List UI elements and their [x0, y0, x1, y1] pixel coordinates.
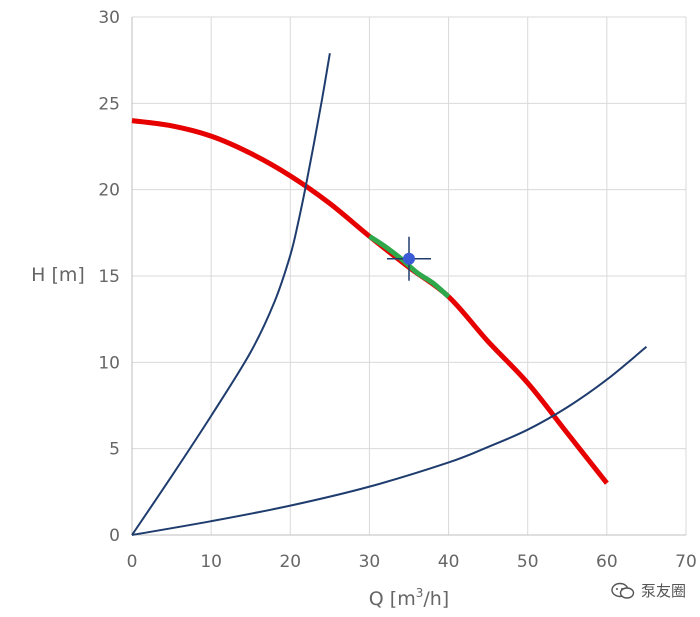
y-tick-label: 20 — [98, 181, 120, 201]
watermark: 泵友圈 — [611, 580, 686, 601]
watermark-text: 泵友圈 — [640, 582, 686, 600]
y-axis-label: H [m] — [31, 264, 85, 286]
x-tick-label: 70 — [675, 552, 697, 572]
x-tick-label: 0 — [127, 552, 138, 572]
x-tick-label: 20 — [279, 552, 301, 572]
x-tick-label: 50 — [517, 552, 539, 572]
x-tick-label: 10 — [200, 552, 222, 572]
y-tick-label: 0 — [109, 526, 120, 546]
x-axis-label-main: Q [m — [369, 588, 416, 610]
series-line-2 — [131, 53, 331, 536]
y-tick-label: 10 — [98, 353, 120, 373]
y-tick-labels: 0 5 10 15 20 25 30 — [98, 8, 120, 546]
axes — [131, 17, 686, 536]
x-axis-label-sup: 3 — [416, 586, 424, 600]
x-tick-label: 30 — [359, 552, 381, 572]
x-axis-label-tail: /h] — [423, 588, 449, 610]
grid — [131, 16, 687, 536]
y-tick-label: 5 — [109, 440, 120, 460]
operating-point-group — [387, 236, 431, 281]
x-tick-label: 40 — [438, 552, 460, 572]
operating-point-marker — [403, 252, 415, 265]
y-tick-label: 15 — [98, 267, 120, 287]
x-axis-label: Q [m3/h] — [369, 586, 449, 610]
x-tick-label: 60 — [596, 552, 618, 572]
series-group — [131, 53, 648, 536]
series-line-3 — [131, 346, 648, 536]
y-tick-label: 30 — [98, 8, 120, 28]
wechat-icon — [611, 582, 635, 599]
y-tick-label: 25 — [98, 94, 120, 114]
x-tick-labels: 0 10 20 30 40 50 60 70 — [127, 552, 697, 572]
